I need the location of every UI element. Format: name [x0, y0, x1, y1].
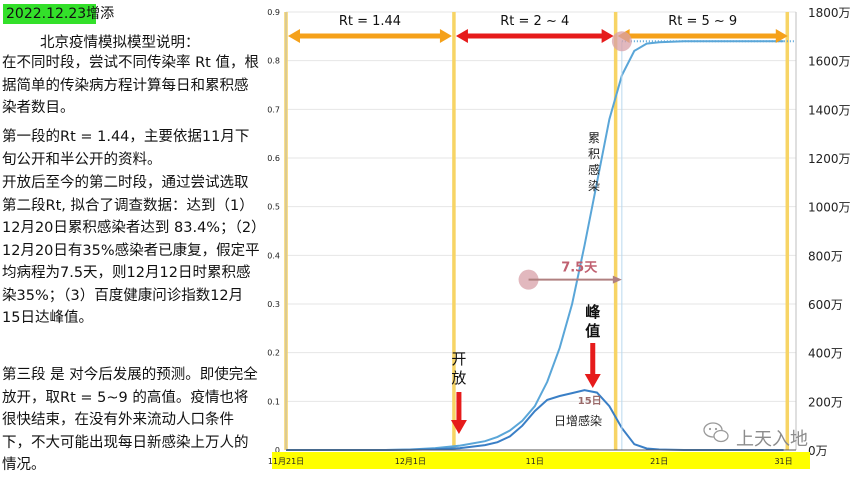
description-title: 北京疫情模拟模型说明：: [40, 35, 200, 51]
y-right-tick-label: 1000万: [808, 201, 851, 215]
y-right-tick-label: 400万: [808, 347, 843, 361]
y-left-tick-label: 0.1: [267, 397, 280, 406]
y-left-tick-label: 0.3: [267, 300, 280, 309]
peak-label: 峰值: [585, 303, 601, 340]
x-tick-label: 11月21日: [268, 457, 304, 466]
phase-arrow-1-head-right: [439, 29, 452, 43]
date-tag: 2022.12.23增添: [3, 4, 114, 24]
axes: 0 0.1 0.2 0.3 0.4 0.5 0.6 0.7 0.8 0.9 0万 200万 400万 60…: [267, 6, 851, 469]
phase-arrow-2-head-right: [601, 29, 614, 43]
open-label: 开放: [451, 350, 466, 387]
description-paragraph-2: 第一段的Rt = 1.44，主要依据11月下旬公开和半公开的资料。: [2, 129, 250, 168]
y-right-tick-label: 1800万: [808, 6, 851, 20]
y-right-tick-label: 200万: [808, 395, 843, 409]
phase-arrow-1-head-left: [288, 29, 300, 43]
description-panel: 2022.12.23增添 北京疫情模拟模型说明： 在不同时段，尝试不同传染率 R…: [0, 0, 262, 481]
y-left-tick-label: 0.2: [267, 349, 280, 358]
cumulative-label: 累积感染: [588, 131, 600, 193]
x-tick-label: 11日: [526, 457, 544, 466]
phase-lines: [284, 12, 790, 450]
x-tick-label: 31日: [774, 457, 792, 466]
peak-arrow-head: [584, 374, 601, 388]
phase-arrow-2-head-left: [455, 29, 468, 43]
description-paragraph-1: 在不同时段，尝试不同传染率 Rt 值，根据简单的传染病方程计算每日和累积感染者数…: [2, 55, 259, 116]
y-left-tick-label: 0.6: [267, 154, 280, 163]
epidemic-chart: 0 0.1 0.2 0.3 0.4 0.5 0.6 0.7 0.8 0.9 0万 200万 400万 60…: [267, 6, 851, 469]
y-right-tick-label: 600万: [808, 298, 843, 312]
description-paragraph-4: 第三段 是 对今后发展的预测。即使完全放开，取Rt = 5~9 的高值。疫情也将…: [2, 367, 258, 473]
saturation-marker: [611, 31, 632, 52]
y-right-tick-label: 0万: [808, 444, 828, 458]
y-right-tick-label: 1200万: [808, 152, 851, 166]
open-arrow-head: [450, 420, 467, 434]
y-right-tick-label: 1600万: [808, 55, 851, 69]
y-right-tick-label: 800万: [808, 249, 843, 263]
x-tick-label: 12月1日: [395, 457, 426, 466]
y-left-tick-label: 0.9: [267, 8, 280, 17]
day15-label: 15日: [578, 395, 602, 407]
description-paragraph-3: 开放后至今的第二时段，通过尝试选取第二段Rt, 拟合了调查数据：达到（1）12月…: [2, 175, 260, 326]
x-tick-label: 21日: [650, 457, 668, 466]
series-lines: [286, 40, 796, 451]
duration-arrow-head: [612, 275, 622, 284]
y-left-tick-label: 0.7: [267, 105, 280, 114]
series-line-2: [286, 389, 784, 451]
phase-label: Rt = 5 ~ 9: [668, 14, 737, 29]
daily-label: 日增感染: [554, 413, 602, 428]
y-left-tick-label: 0.4: [267, 251, 280, 260]
phase-label: Rt = 1.44: [339, 14, 401, 29]
watermark: 上天入地: [703, 422, 808, 450]
series-line-1: [286, 40, 784, 451]
y-left-tick-label: 0.5: [267, 203, 280, 212]
y-left-tick-label: 0: [275, 446, 280, 455]
gridlines: [286, 11, 796, 451]
watermark-text: 上天入地: [736, 429, 808, 450]
y-left-tick-label: 0.8: [267, 57, 280, 66]
phase-arrow-3-head-right: [775, 29, 788, 43]
wechat-icon: [703, 422, 729, 443]
phase-label: Rt = 2 ~ 4: [500, 14, 569, 29]
y-right-tick-label: 1400万: [808, 103, 851, 117]
duration-label: 7.5天: [561, 261, 598, 276]
x-tick-band: [272, 452, 810, 469]
